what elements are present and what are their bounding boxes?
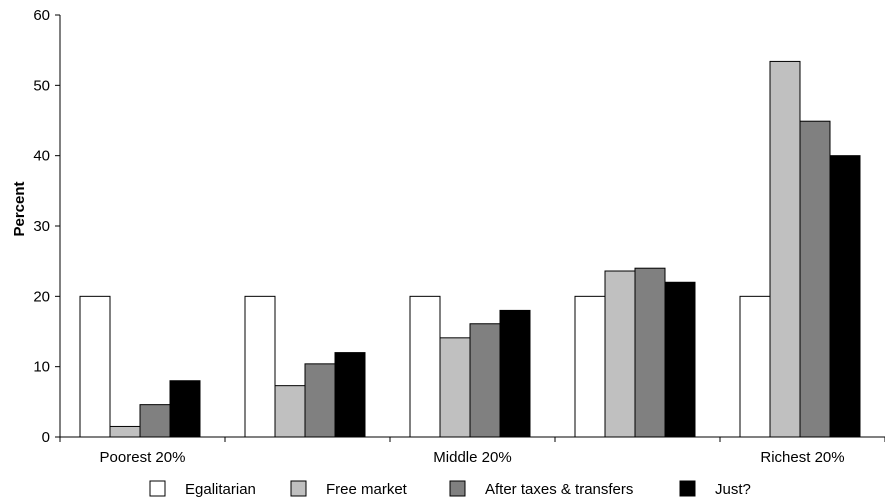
bars <box>80 61 860 437</box>
bar-egalitarian <box>245 296 275 437</box>
bar-free-market <box>440 338 470 437</box>
bar-free-market <box>770 61 800 437</box>
legend-swatch <box>150 481 165 496</box>
y-axis-label: Percent <box>11 181 28 236</box>
bar-egalitarian <box>80 296 110 437</box>
bar-egalitarian <box>410 296 440 437</box>
x-category-label: Richest 20% <box>760 449 844 466</box>
y-tick-label: 30 <box>33 218 50 235</box>
legend-label: Just? <box>715 481 751 498</box>
bar-just <box>665 282 695 437</box>
bar-after-taxes-transfers <box>635 268 665 437</box>
bar-just <box>335 353 365 437</box>
y-axis: 0 10 20 30 40 50 60 <box>33 7 60 446</box>
legend-swatch <box>680 481 695 496</box>
bar-after-taxes-transfers <box>305 364 335 437</box>
y-tick-label: 0 <box>42 429 50 446</box>
bar-after-taxes-transfers <box>800 121 830 437</box>
y-tick-label: 60 <box>33 7 50 24</box>
bar-free-market <box>110 426 140 437</box>
bar-just <box>170 381 200 437</box>
y-tick-label: 50 <box>33 77 50 94</box>
bar-egalitarian <box>575 296 605 437</box>
legend-label: Egalitarian <box>185 481 256 498</box>
legend-swatch <box>450 481 465 496</box>
y-tick-label: 40 <box>33 148 50 165</box>
bar-just <box>830 156 860 437</box>
bar-just <box>500 310 530 437</box>
legend-label: Free market <box>326 481 408 498</box>
bar-egalitarian <box>740 296 770 437</box>
bar-free-market <box>605 271 635 437</box>
bar-after-taxes-transfers <box>470 324 500 437</box>
legend: Egalitarian Free market After taxes & tran… <box>150 481 751 498</box>
y-tick-label: 10 <box>33 359 50 376</box>
bar-after-taxes-transfers <box>140 405 170 437</box>
legend-swatch <box>291 481 306 496</box>
bar-free-market <box>275 386 305 437</box>
x-axis: Poorest 20% Middle 20% Richest 20% <box>60 437 885 466</box>
x-category-label: Middle 20% <box>433 449 511 466</box>
y-tick-label: 20 <box>33 288 50 305</box>
legend-label: After taxes & transfers <box>485 481 633 498</box>
x-category-label: Poorest 20% <box>100 449 186 466</box>
